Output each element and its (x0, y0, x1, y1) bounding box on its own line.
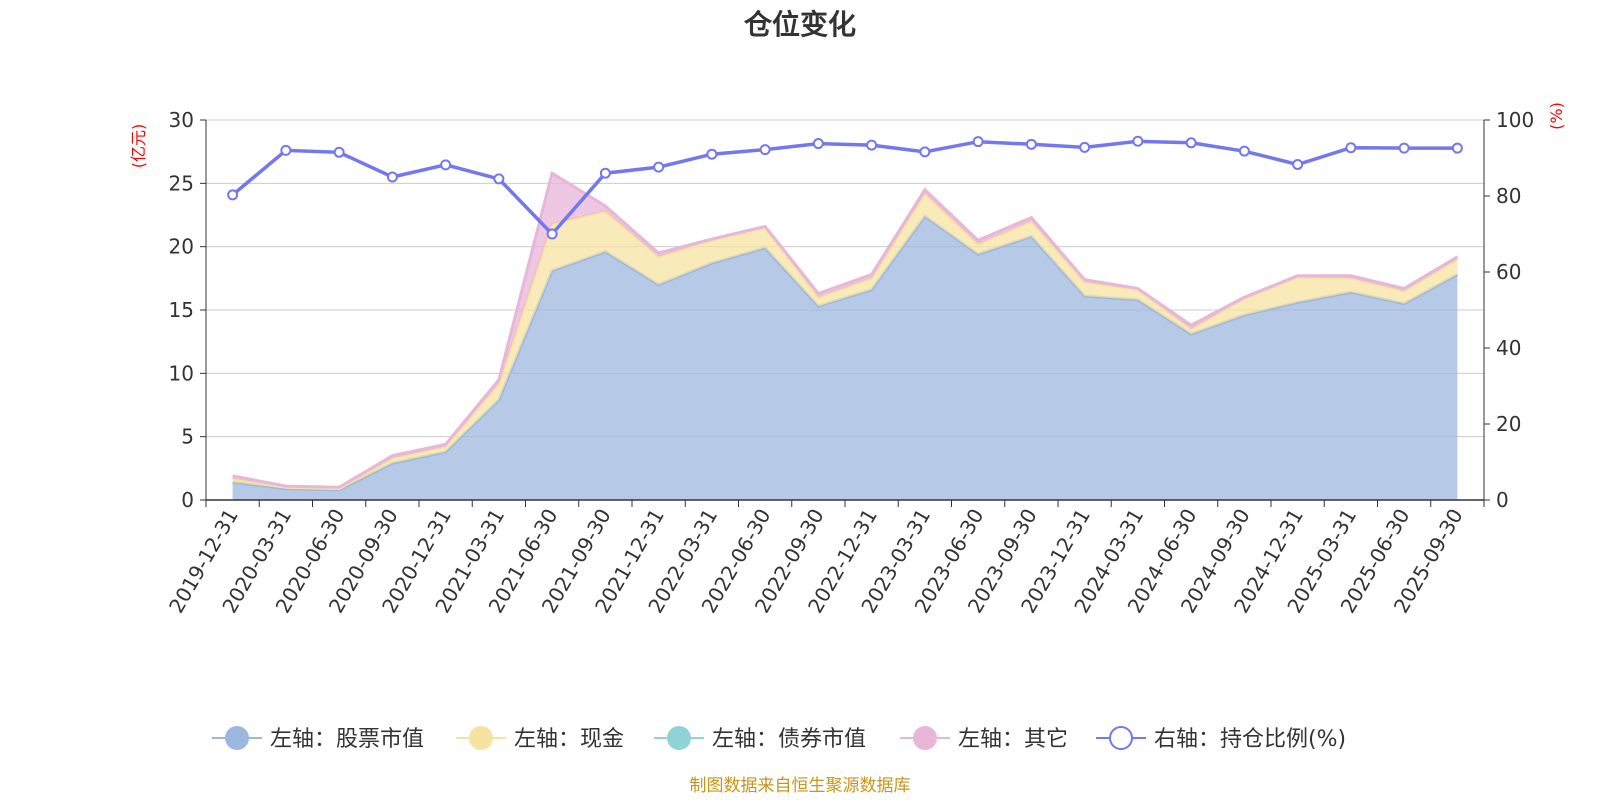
position-ratio-point (280, 144, 292, 156)
position-ratio-point (972, 136, 984, 148)
legend-item-label: 左轴：现金 (514, 727, 624, 752)
position-ratio-point (812, 138, 824, 150)
area-series-edge-3 (232, 170, 1459, 489)
data-source-note: 制图数据来自恒生聚源数据库 (690, 776, 911, 796)
position-ratio-point (919, 146, 931, 158)
area-series-3 (232, 173, 1458, 489)
position-ratio-point (546, 228, 558, 240)
left-axis-tick-label: 20 (169, 235, 194, 259)
position-ratio-point (1185, 137, 1197, 149)
position-ratio-point (1132, 135, 1144, 147)
position-ratio-point (653, 161, 665, 173)
position-ratio-line (227, 135, 1463, 240)
legend-item-label: 左轴：其它 (958, 727, 1068, 752)
position-ratio-point (440, 159, 452, 171)
position-ratio-point (227, 189, 239, 201)
right-axis-tick-label: 0 (1496, 488, 1509, 512)
position-ratio-point (706, 148, 718, 160)
right-axis-tick-label: 40 (1496, 336, 1521, 360)
right-axis-tick-label: 80 (1496, 184, 1521, 208)
area-series-0 (232, 216, 1458, 501)
legend: 左轴：股票市值 左轴：现金 左轴：债券市值 左轴：其它 右轴：持仓比例(%) (212, 726, 1346, 752)
position-ratio-point (1292, 158, 1304, 170)
stacked-areas (232, 170, 1459, 501)
legend-item-label: 左轴：股票市值 (270, 727, 424, 752)
right-axis-unit-label: (%) (1547, 102, 1566, 130)
right-axis-tick-label: 60 (1496, 260, 1521, 284)
legend-item-label: 左轴：债券市值 (712, 727, 866, 752)
left-axis-tick-label: 10 (169, 361, 194, 385)
legend-swatch-marker (667, 726, 691, 750)
left-axis-tick-label: 15 (169, 298, 194, 322)
position-ratio-line-path (231, 139, 1458, 237)
left-axis-unit-label: (亿元) (129, 124, 148, 169)
legend-swatch-marker (1109, 726, 1133, 750)
legend-item-label: 右轴：持仓比例(%) (1154, 727, 1346, 752)
left-axis-tick-label: 25 (169, 171, 194, 195)
left-axis-tick-label: 5 (181, 425, 194, 449)
left-axis-tick-label: 0 (181, 488, 194, 512)
position-ratio-point (1079, 141, 1091, 153)
position-ratio-point (866, 139, 878, 151)
legend-swatch-marker (225, 726, 249, 750)
right-axis-tick-label: 20 (1496, 412, 1521, 436)
position-ratio-point (493, 173, 505, 185)
position-ratio-point (1238, 145, 1250, 157)
position-ratio-point (1451, 142, 1463, 154)
legend-swatch-marker (913, 726, 937, 750)
position-ratio-point (333, 146, 345, 158)
position-ratio-point (1345, 142, 1357, 154)
left-axis-tick-label: 30 (169, 108, 194, 132)
position-ratio-point (1025, 138, 1037, 150)
position-ratio-point (386, 171, 398, 183)
position-ratio-point (1398, 142, 1410, 154)
chart-title: 仓位变化 (744, 8, 856, 41)
position-ratio-point (759, 144, 771, 156)
legend-swatch-marker (469, 726, 493, 750)
right-axis-tick-label: 100 (1496, 108, 1534, 132)
position-ratio-point (599, 167, 611, 179)
